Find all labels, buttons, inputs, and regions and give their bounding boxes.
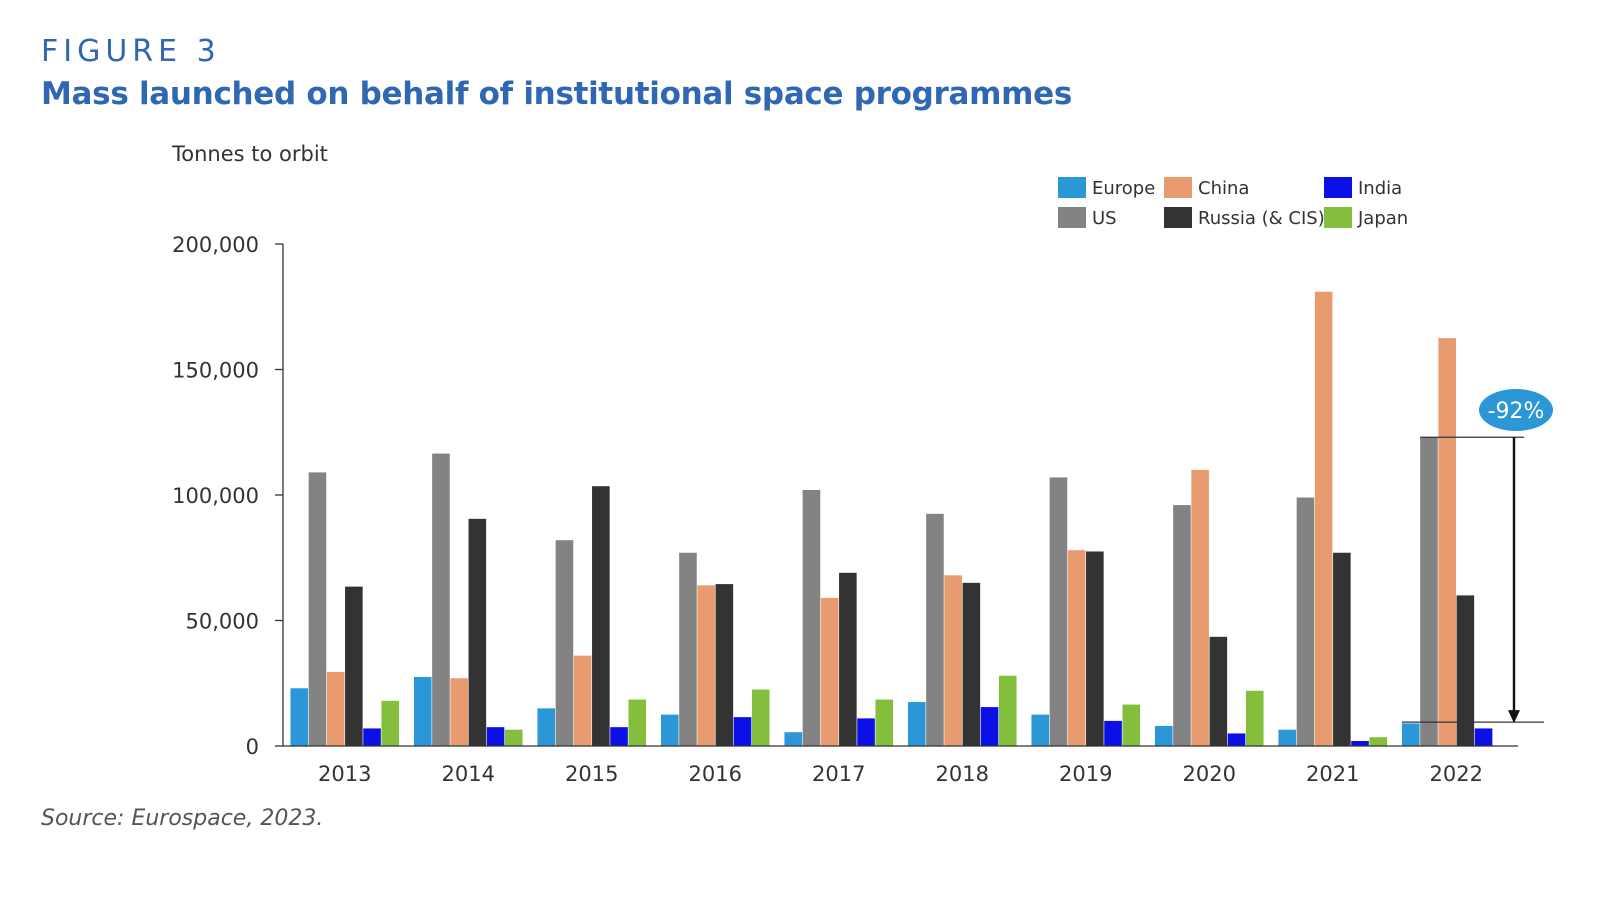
bar-china-2018 — [944, 575, 962, 746]
bar-russia-cis-2013 — [345, 586, 363, 746]
bar-russia-cis-2015 — [592, 486, 610, 746]
y-axis-label: Tonnes to orbit — [171, 142, 328, 166]
bar-japan-2013 — [381, 700, 400, 746]
y-tick-label: 200,000 — [172, 233, 259, 257]
bar-japan-2019 — [1122, 704, 1141, 746]
bar-europe-2014 — [413, 676, 432, 746]
bar-china-2019 — [1067, 550, 1086, 746]
bar-india-2022 — [1474, 728, 1493, 746]
x-tick-label: 2022 — [1430, 762, 1483, 786]
bar-russia-cis-2018 — [962, 582, 981, 746]
bar-us-2019 — [1049, 477, 1068, 746]
bar-europe-2015 — [537, 708, 556, 746]
annotation-text: -92% — [1488, 399, 1545, 424]
bar-russia-cis-2019 — [1086, 551, 1104, 746]
x-tick-label: 2020 — [1183, 762, 1236, 786]
bar-india-2013 — [363, 728, 381, 746]
source-note: Source: Eurospace, 2023. — [41, 806, 324, 831]
bar-india-2021 — [1351, 740, 1369, 746]
figure-title: Mass launched on behalf of institutional… — [41, 76, 1072, 112]
bar-russia-cis-2016 — [715, 584, 734, 746]
y-tick-label: 100,000 — [172, 484, 259, 508]
bar-japan-2017 — [875, 699, 894, 746]
bar-china-2016 — [697, 585, 715, 746]
bar-series-group — [290, 291, 1493, 746]
x-tick-label: 2019 — [1059, 762, 1112, 786]
legend-label-us: US — [1092, 208, 1117, 229]
legend-label-china: China — [1198, 178, 1249, 199]
bar-india-2015 — [610, 727, 628, 746]
change-annotation: -92% — [1401, 389, 1553, 724]
bar-europe-2013 — [290, 688, 309, 746]
bar-russia-cis-2017 — [839, 572, 857, 746]
x-tick-label: 2016 — [689, 762, 742, 786]
bar-india-2018 — [980, 707, 999, 746]
x-tick-label: 2014 — [442, 762, 495, 786]
chart-legend: Europe China India US Russia (& CIS) Japan — [1058, 177, 1408, 229]
bar-india-2019 — [1104, 720, 1122, 746]
legend-label-europe: Europe — [1092, 178, 1155, 199]
bar-us-2017 — [802, 489, 821, 746]
bar-us-2018 — [926, 513, 944, 746]
legend-swatch-japan — [1324, 207, 1352, 228]
x-tick-label: 2013 — [318, 762, 371, 786]
bar-india-2020 — [1227, 733, 1246, 746]
legend-label-russia-cis: Russia (& CIS) — [1198, 208, 1325, 229]
y-tick-label: 50,000 — [186, 610, 259, 634]
legend-swatch-us — [1058, 207, 1086, 228]
bar-europe-2021 — [1278, 729, 1297, 746]
bar-us-2015 — [555, 540, 574, 746]
bar-europe-2017 — [784, 732, 803, 746]
bar-us-2020 — [1173, 505, 1191, 746]
bar-europe-2018 — [907, 702, 926, 746]
bar-russia-cis-2021 — [1333, 552, 1351, 746]
bar-russia-cis-2020 — [1209, 636, 1228, 746]
bar-us-2022 — [1420, 437, 1438, 746]
x-tick-label: 2018 — [936, 762, 989, 786]
bar-us-2014 — [432, 453, 450, 746]
bar-europe-2022 — [1401, 723, 1420, 746]
legend-label-japan: Japan — [1357, 208, 1408, 229]
bar-china-2017 — [820, 597, 839, 746]
legend-swatch-china — [1164, 177, 1192, 198]
bar-japan-2016 — [751, 689, 770, 746]
y-tick-label: 150,000 — [172, 359, 259, 383]
bar-china-2020 — [1191, 469, 1209, 746]
annotation-arrow-head — [1508, 710, 1520, 724]
bar-europe-2019 — [1031, 714, 1050, 746]
bar-russia-cis-2014 — [468, 518, 487, 746]
bar-china-2022 — [1438, 338, 1456, 746]
y-axis: 0 50,000 100,000 150,000 200,000 — [172, 233, 284, 759]
legend-swatch-europe — [1058, 177, 1086, 198]
x-tick-label: 2021 — [1306, 762, 1359, 786]
x-tick-label: 2017 — [812, 762, 865, 786]
bar-china-2015 — [573, 655, 592, 746]
bar-japan-2021 — [1369, 737, 1388, 746]
bar-us-2016 — [679, 552, 697, 746]
bar-japan-2015 — [628, 699, 647, 746]
bar-japan-2014 — [504, 729, 523, 746]
bar-europe-2016 — [660, 714, 679, 746]
bar-japan-2020 — [1245, 690, 1264, 746]
bar-us-2013 — [308, 472, 327, 746]
bar-europe-2020 — [1154, 725, 1173, 746]
x-tick-label: 2015 — [565, 762, 618, 786]
x-axis: 2013 2014 2015 2016 2017 2018 2019 2020 2021 2022 — [283, 745, 1518, 786]
bar-china-2021 — [1314, 291, 1333, 746]
legend-swatch-india — [1324, 177, 1352, 198]
y-tick-label: 0 — [246, 735, 259, 759]
bar-china-2013 — [326, 671, 345, 746]
bar-india-2017 — [857, 718, 875, 746]
figure-label: FIGURE 3 — [41, 34, 221, 69]
legend-label-india: India — [1358, 178, 1402, 199]
bar-us-2021 — [1296, 497, 1315, 746]
bar-russia-cis-2022 — [1456, 595, 1475, 746]
bar-india-2014 — [486, 727, 505, 746]
annotation-badge — [1479, 389, 1553, 431]
bar-india-2016 — [733, 717, 752, 746]
bar-china-2014 — [450, 678, 468, 746]
bar-japan-2018 — [998, 675, 1017, 746]
legend-swatch-russia-cis — [1164, 207, 1192, 228]
